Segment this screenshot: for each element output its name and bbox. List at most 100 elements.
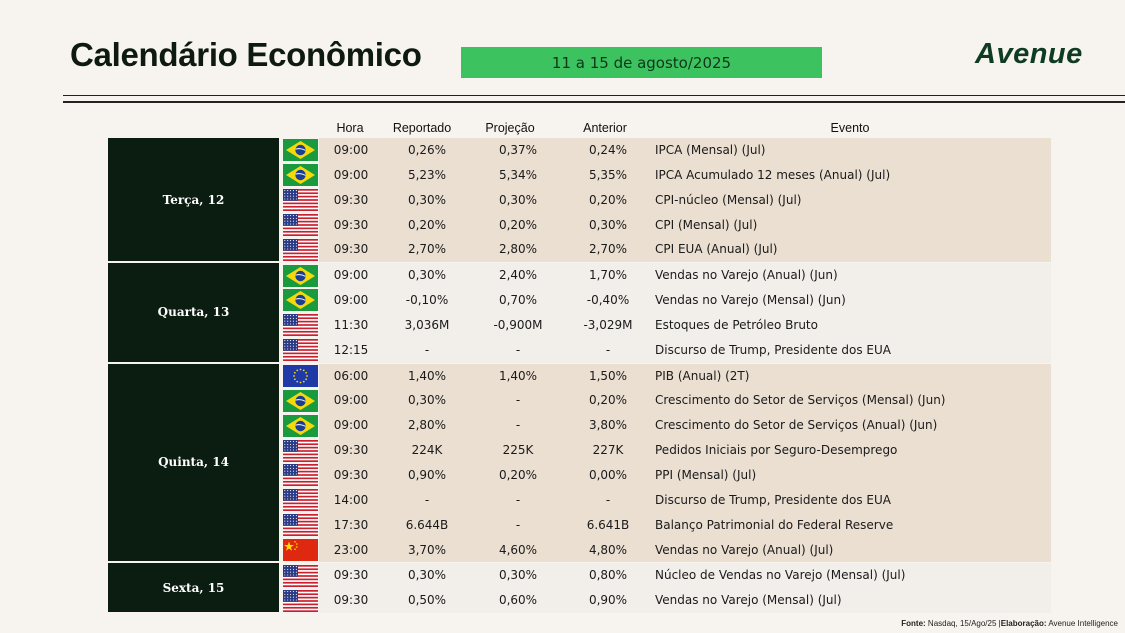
footer-credit-label: Elaboração:: [1000, 619, 1047, 628]
cell-anterior: -: [605, 492, 611, 507]
cell-reportado: 6.644B: [405, 517, 449, 532]
table-row: 11:30 3,036M -0,900M -3,029M Estoques de Pet…: [282, 312, 1051, 338]
cell-anterior: 1,70%: [588, 268, 628, 283]
cell-evento: CPI (Mensal) (Jul): [655, 217, 758, 232]
cell-evento: Vendas no Varejo (Mensal) (Jul): [655, 593, 842, 608]
br-flag-icon: [283, 289, 318, 312]
cell-reportado: 0,90%: [407, 467, 447, 482]
cell-projecao: 0,20%: [498, 467, 538, 482]
table-row: 09:00 0,30% - 0,20% Crescimento do Setor de …: [282, 388, 1051, 414]
date-range-banner: 11 a 15 de agosto/2025: [461, 47, 822, 78]
cell-hora: 09:00: [333, 143, 369, 157]
cell-hora: 12:15: [333, 342, 369, 357]
cell-hora: 09:30: [333, 192, 369, 207]
cell-projecao: -: [515, 342, 521, 357]
cell-projecao: 2,40%: [498, 268, 538, 283]
cell-hora: 23:00: [333, 542, 369, 557]
cell-projecao: 0,70%: [498, 293, 538, 308]
cell-reportado: -0,10%: [405, 293, 449, 308]
cell-evento: CPI-núcleo (Mensal) (Jul): [655, 192, 802, 207]
cell-anterior: -3,029M: [583, 317, 633, 332]
br-flag-icon: [283, 389, 318, 412]
br-flag-icon: [283, 414, 318, 437]
cell-anterior: 3,80%: [588, 418, 628, 433]
cell-projecao: 4,60%: [498, 542, 538, 557]
us-flag-icon: [283, 339, 318, 362]
table-row: 09:30 0,30% 0,30% 0,20% CPI-núcleo (Mensal) …: [282, 187, 1051, 213]
us-flag-icon: [283, 238, 318, 261]
footer-separator: |: [998, 619, 1001, 628]
cell-reportado: 0,50%: [407, 593, 447, 608]
cell-hora: 14:00: [333, 492, 369, 507]
cell-anterior: 6.641B: [586, 517, 630, 532]
eu-flag-icon: [283, 365, 318, 388]
cell-reportado: 3,70%: [407, 542, 447, 557]
cell-reportado: 224K: [411, 443, 443, 458]
cell-evento: Discurso de Trump, Presidente dos EUA: [655, 342, 891, 357]
table-row: 06:00 1,40% 1,40% 1,50% PIB (Anual) (2T): [282, 363, 1051, 389]
cell-anterior: 0,80%: [588, 568, 628, 583]
table-row: 17:30 6.644B - 6.641B Balanço Patrimonial do…: [282, 512, 1051, 538]
day-group: Quinta, 14 06:00 1,40% 1,40% 1,50% PIB (Anual…: [108, 363, 1051, 564]
table-row: 09:00 5,23% 5,34% 5,35% IPCA Acumulado 12 me…: [282, 162, 1051, 188]
cell-projecao: 5,34%: [498, 167, 538, 182]
cell-anterior: 227K: [592, 443, 624, 458]
us-flag-icon: [283, 213, 318, 236]
cell-reportado: 0,30%: [407, 568, 447, 583]
cell-reportado: -: [424, 342, 430, 357]
cell-anterior: 2,70%: [588, 242, 628, 257]
cell-reportado: 0,20%: [407, 217, 447, 232]
cell-evento: Vendas no Varejo (Mensal) (Jun): [655, 293, 846, 308]
cell-projecao: 0,60%: [498, 593, 538, 608]
day-label: Sexta, 15: [108, 563, 279, 614]
cell-reportado: 0,30%: [407, 393, 447, 408]
economic-calendar-table: Terça, 12 09:00 0,26% 0,37% 0,24% IPCA (Mensa…: [108, 138, 1051, 615]
footer-credit: Avenue Intelligence: [1048, 619, 1118, 628]
cell-evento: PIB (Anual) (2T): [655, 368, 750, 383]
header-divider: [63, 95, 1125, 96]
avenue-logo: Avenue: [975, 38, 1083, 70]
footer-source: Nasdaq, 15/Ago/25: [927, 619, 997, 628]
cell-reportado: -: [424, 492, 430, 507]
cell-hora: 17:30: [333, 517, 369, 532]
cell-hora: 09:00: [333, 293, 369, 308]
table-row: 09:00 2,80% - 3,80% Crescimento do Setor de …: [282, 413, 1051, 439]
cell-hora: 09:30: [333, 443, 369, 458]
table-row: 09:30 224K 225K 227K Pedidos Iniciais por Se…: [282, 438, 1051, 463]
cell-reportado: 1,40%: [407, 368, 447, 383]
cell-reportado: 0,30%: [407, 268, 447, 283]
cell-evento: Vendas no Varejo (Anual) (Jul): [655, 542, 834, 557]
header-divider-thick: [63, 101, 1125, 103]
cell-evento: IPCA (Mensal) (Jul): [655, 143, 766, 157]
cell-anterior: 4,80%: [588, 542, 628, 557]
day-label: Quarta, 13: [108, 263, 279, 363]
table-row: 09:30 2,70% 2,80% 2,70% CPI EUA (Anual) (Jul…: [282, 237, 1051, 263]
us-flag-icon: [283, 189, 318, 212]
cell-projecao: -: [515, 492, 521, 507]
cell-reportado: 2,70%: [407, 242, 447, 257]
cell-anterior: 0,20%: [588, 393, 628, 408]
cell-projecao: -: [515, 517, 521, 532]
cell-hora: 09:30: [333, 242, 369, 257]
cell-anterior: 0,20%: [588, 192, 628, 207]
table-row: 09:00 0,26% 0,37% 0,24% IPCA (Mensal) (Jul): [282, 138, 1051, 163]
cell-hora: 09:00: [333, 167, 369, 182]
cell-reportado: 2,80%: [407, 418, 447, 433]
table-row: 14:00 - - - Discurso de Trump, Presidente do…: [282, 487, 1051, 513]
cell-evento: Crescimento do Setor de Serviços (Mensal…: [655, 393, 946, 408]
col-header-hora: Hora: [336, 121, 364, 135]
cell-projecao: 0,20%: [498, 217, 538, 232]
cell-anterior: 0,90%: [588, 593, 628, 608]
table-row: 09:30 0,30% 0,30% 0,80% Núcleo de Vendas no …: [282, 563, 1051, 589]
cell-projecao: -0,900M: [493, 317, 543, 332]
table-row: 12:15 - - - Discurso de Trump, Presidente do…: [282, 337, 1051, 363]
day-group: Sexta, 15 09:30 0,30% 0,30% 0,80% Núcleo de V…: [108, 563, 1051, 615]
table-row: 09:30 0,90% 0,20% 0,00% PPI (Mensal) (Jul): [282, 462, 1051, 488]
br-flag-icon: [283, 139, 318, 162]
footer-note: Fonte: Nasdaq, 15/Ago/25 |Elaboração: Av…: [901, 619, 1118, 628]
us-flag-icon: [283, 314, 318, 337]
cell-projecao: 0,30%: [498, 192, 538, 207]
table-header: Hora Reportado Projeção Anterior Evento: [320, 118, 1051, 138]
cell-hora: 09:30: [333, 568, 369, 583]
cell-hora: 06:00: [333, 368, 369, 383]
